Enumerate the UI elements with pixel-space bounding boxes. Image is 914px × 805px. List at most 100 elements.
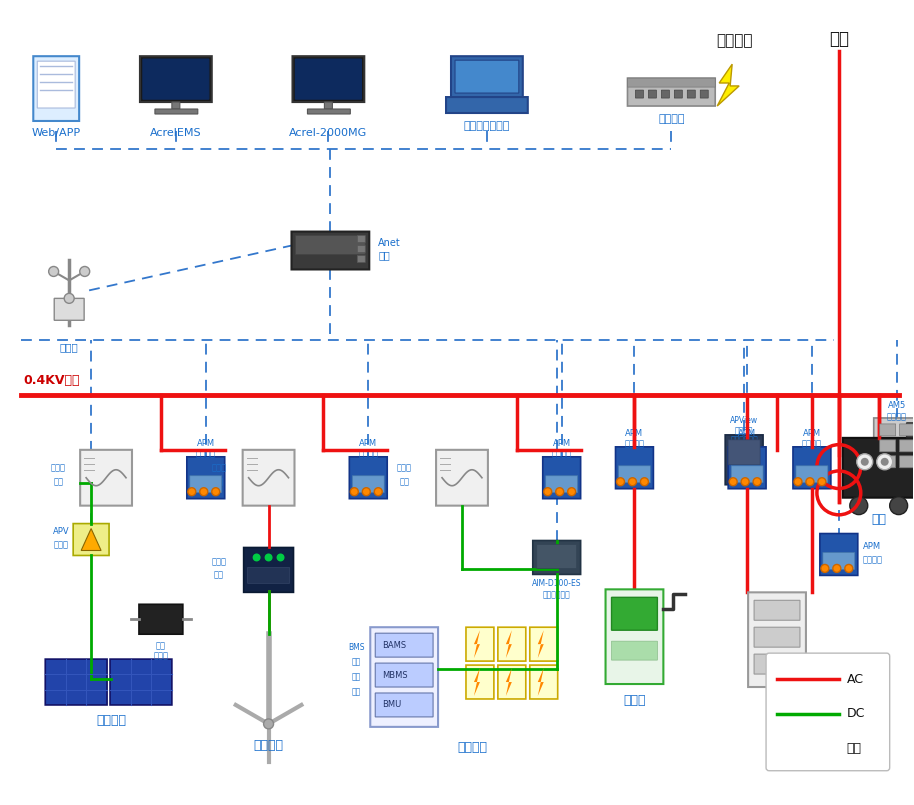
Text: 变器: 变器 [53, 477, 63, 486]
FancyBboxPatch shape [139, 605, 183, 634]
FancyBboxPatch shape [357, 236, 366, 242]
Circle shape [877, 454, 893, 470]
Text: 变器: 变器 [214, 477, 224, 486]
FancyBboxPatch shape [533, 540, 580, 575]
Text: 调度中心: 调度中心 [716, 33, 752, 48]
FancyBboxPatch shape [530, 627, 558, 661]
Text: 管理: 管理 [352, 672, 361, 682]
Text: 流器: 流器 [399, 477, 409, 486]
FancyBboxPatch shape [606, 589, 664, 684]
Text: APM: APM [802, 429, 821, 438]
Text: AM5: AM5 [887, 401, 906, 410]
FancyBboxPatch shape [628, 78, 716, 87]
FancyBboxPatch shape [172, 102, 180, 109]
FancyBboxPatch shape [530, 665, 558, 699]
Text: 储能系统: 储能系统 [457, 741, 487, 753]
FancyBboxPatch shape [295, 60, 361, 99]
FancyBboxPatch shape [451, 56, 523, 97]
Text: 交流计量: 交流计量 [624, 440, 644, 449]
FancyBboxPatch shape [843, 438, 914, 497]
Text: 汇流箱: 汇流箱 [54, 540, 69, 549]
FancyBboxPatch shape [628, 78, 716, 106]
FancyBboxPatch shape [728, 447, 766, 489]
Text: 光伏逆: 光伏逆 [50, 463, 66, 473]
Text: BAMS: BAMS [382, 641, 407, 650]
Text: 气象站: 气象站 [59, 342, 79, 353]
Text: APV: APV [53, 527, 69, 536]
Text: 通讯: 通讯 [846, 742, 862, 755]
FancyBboxPatch shape [140, 56, 212, 102]
FancyBboxPatch shape [349, 456, 388, 498]
Text: 在线监测装置: 在线监测装置 [730, 436, 758, 445]
Text: 交流计量: 交流计量 [863, 555, 883, 564]
FancyBboxPatch shape [80, 450, 132, 506]
Text: 系统: 系统 [352, 687, 361, 696]
Text: 交流计量: 交流计量 [552, 450, 571, 459]
Circle shape [794, 477, 802, 485]
Text: 功率预测工作站: 功率预测工作站 [463, 121, 510, 131]
Text: BMU: BMU [382, 700, 401, 709]
Circle shape [48, 266, 58, 276]
Text: 电能质量: 电能质量 [735, 426, 753, 435]
FancyBboxPatch shape [879, 424, 896, 436]
FancyBboxPatch shape [357, 246, 366, 253]
Circle shape [845, 564, 853, 572]
Circle shape [641, 477, 648, 485]
FancyBboxPatch shape [73, 523, 109, 555]
FancyBboxPatch shape [749, 592, 806, 687]
FancyBboxPatch shape [466, 627, 494, 661]
Circle shape [252, 554, 260, 561]
FancyBboxPatch shape [357, 255, 366, 262]
FancyBboxPatch shape [675, 90, 683, 98]
Circle shape [264, 554, 272, 561]
Circle shape [861, 458, 868, 466]
FancyBboxPatch shape [446, 97, 527, 113]
FancyBboxPatch shape [143, 60, 208, 99]
Text: 储能变: 储能变 [397, 463, 411, 473]
Circle shape [856, 454, 873, 470]
Circle shape [277, 554, 284, 561]
Text: 光伏系统: 光伏系统 [96, 714, 126, 727]
Text: AcrelEMS: AcrelEMS [150, 128, 202, 138]
FancyBboxPatch shape [295, 236, 366, 254]
Text: 交流计量: 交流计量 [196, 450, 216, 459]
Polygon shape [505, 668, 512, 696]
Circle shape [80, 266, 90, 276]
Circle shape [741, 477, 749, 485]
Text: Acrel-2000MG: Acrel-2000MG [289, 128, 367, 138]
Text: APM: APM [738, 429, 756, 438]
FancyBboxPatch shape [33, 56, 80, 121]
FancyBboxPatch shape [54, 299, 84, 320]
FancyBboxPatch shape [648, 90, 656, 98]
Text: BMS: BMS [348, 642, 365, 652]
FancyBboxPatch shape [324, 102, 333, 109]
Text: 制器: 制器 [214, 570, 224, 579]
Circle shape [747, 474, 753, 480]
FancyBboxPatch shape [248, 568, 290, 584]
Text: APM: APM [359, 439, 377, 448]
Circle shape [350, 488, 358, 496]
FancyBboxPatch shape [874, 418, 914, 473]
Circle shape [200, 488, 207, 496]
FancyBboxPatch shape [619, 466, 651, 483]
Circle shape [818, 477, 826, 485]
FancyBboxPatch shape [615, 447, 654, 489]
FancyBboxPatch shape [376, 693, 433, 717]
FancyBboxPatch shape [725, 435, 763, 485]
FancyBboxPatch shape [899, 456, 914, 468]
FancyBboxPatch shape [110, 659, 172, 705]
Polygon shape [767, 679, 787, 695]
Circle shape [889, 497, 908, 514]
FancyBboxPatch shape [436, 450, 488, 506]
Text: 交流计量: 交流计量 [358, 450, 378, 459]
Text: Anet: Anet [378, 237, 401, 248]
Circle shape [629, 477, 636, 485]
Text: 交流计量: 交流计量 [802, 440, 822, 449]
FancyBboxPatch shape [46, 659, 107, 705]
Text: 0.4KV母线: 0.4KV母线 [24, 374, 80, 387]
Text: 风电系统: 风电系统 [253, 739, 283, 752]
FancyBboxPatch shape [754, 627, 800, 647]
Circle shape [735, 474, 741, 480]
FancyBboxPatch shape [190, 476, 222, 493]
FancyBboxPatch shape [700, 90, 708, 98]
